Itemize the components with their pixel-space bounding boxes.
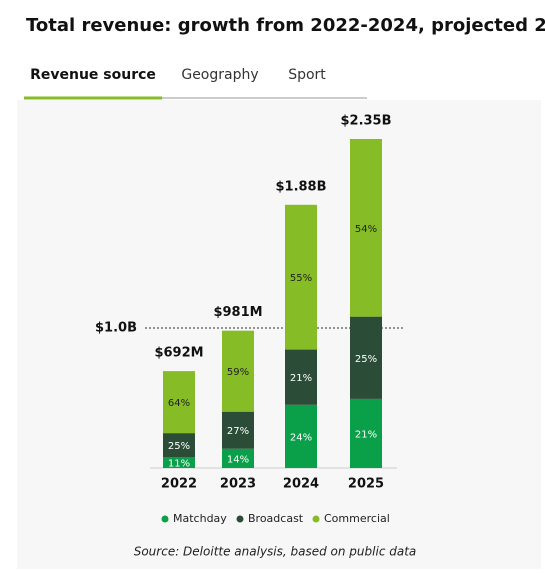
legend-label: Matchday: [173, 512, 227, 525]
bar-segment: [163, 433, 195, 458]
legend-marker: [312, 515, 320, 523]
segment-label: 21%: [355, 429, 377, 440]
segment-label: 25%: [355, 354, 377, 365]
segment-label: 27%: [227, 426, 249, 437]
segment-label: 64%: [168, 398, 190, 409]
x-tick-label: 2023: [220, 477, 256, 492]
bar-segment: [285, 404, 317, 468]
bar-segment: [285, 204, 317, 350]
segment-label: 24%: [290, 432, 312, 443]
segment-label: 25%: [168, 441, 190, 452]
bar-segment: [163, 371, 195, 434]
segment-label: 55%: [290, 273, 312, 284]
legend-marker: [161, 515, 169, 523]
bar-segment: [350, 316, 382, 399]
bar-segment: [350, 139, 382, 317]
source-note: Source: Deloitte analysis, based on publ…: [134, 545, 417, 559]
bar-segment: [222, 330, 254, 412]
tab[interactable]: Revenue source: [30, 67, 156, 83]
x-tick-label: 2025: [348, 477, 384, 492]
chart-panel: [17, 100, 541, 569]
x-tick-label: 2024: [283, 477, 319, 492]
bar-segment: [285, 349, 317, 405]
segment-label: 54%: [355, 224, 377, 235]
reference-label: $1.0B: [95, 321, 137, 336]
bar-segment: [222, 411, 254, 449]
total-label: $1.88B: [275, 179, 326, 194]
total-label: $981M: [213, 305, 262, 320]
legend-label: Broadcast: [248, 512, 304, 525]
tab[interactable]: Sport: [288, 67, 326, 83]
legend-marker: [236, 515, 244, 523]
segment-label: 11%: [168, 459, 190, 470]
segment-label: 59%: [227, 367, 249, 378]
bar-segment: [163, 457, 195, 468]
tab[interactable]: Geography: [181, 67, 258, 83]
total-label: $692M: [154, 346, 203, 361]
x-tick-label: 2022: [161, 477, 197, 492]
bar-segment: [350, 398, 382, 468]
legend-label: Commercial: [324, 512, 390, 525]
segment-label: 21%: [290, 373, 312, 384]
bar-segment: [222, 448, 254, 468]
page-title: Total revenue: growth from 2022-2024, pr…: [26, 15, 545, 36]
segment-label: 14%: [227, 454, 249, 465]
total-label: $2.35B: [340, 114, 391, 129]
